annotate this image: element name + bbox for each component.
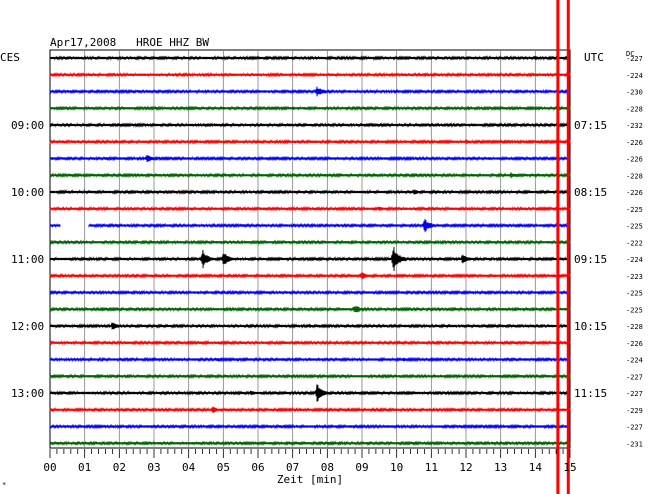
dc-value: -231: [626, 440, 643, 448]
x-tick-label: 04: [182, 461, 196, 474]
left-time-label: 11:00: [11, 253, 44, 266]
left-time-label: 10:00: [11, 186, 44, 199]
dc-value: -226: [626, 139, 643, 147]
right-timezone-label: UTC: [584, 51, 604, 64]
dc-value: -226: [626, 156, 643, 164]
x-tick-label: 06: [251, 461, 264, 474]
dc-value: -224: [626, 72, 643, 80]
seismic-trace: [49, 239, 571, 246]
dc-value: -222: [626, 239, 643, 247]
seismic-trace: [49, 138, 571, 145]
seismic-trace: [49, 172, 571, 179]
corner-mark: *: [2, 481, 6, 489]
time-labels: 09:00 10:00 11:00 12:00 13:00 07:15 08:15 09:15…: [11, 55, 643, 448]
dc-value: -232: [626, 122, 643, 130]
x-tick-label: 14: [529, 461, 543, 474]
x-tick-label: 12: [459, 461, 472, 474]
dc-value: -223: [626, 273, 643, 281]
seismic-trace: [49, 246, 571, 272]
x-tick-label: 08: [321, 461, 334, 474]
chart-title: Apr17,2008 HROE HHZ BW: [50, 36, 209, 49]
seismic-trace: [49, 86, 571, 97]
seismic-trace: [49, 122, 571, 128]
left-time-label: 09:00: [11, 119, 44, 132]
dc-value: -224: [626, 256, 643, 264]
left-timezone-label: CES: [0, 51, 20, 64]
seismic-trace: [49, 154, 571, 163]
dc-value: -227: [626, 55, 643, 63]
seismic-trace: [49, 423, 571, 430]
dc-value: -227: [626, 373, 643, 381]
right-time-label: 07:15: [574, 119, 607, 132]
dc-value: -225: [626, 290, 643, 298]
dc-value: -225: [626, 223, 643, 231]
x-tick-label: 10: [390, 461, 403, 474]
dc-value: -227: [626, 424, 643, 432]
dc-value: -226: [626, 189, 643, 197]
seismic-trace: [49, 105, 571, 112]
seismic-trace: [49, 384, 571, 402]
dc-value: -229: [626, 407, 643, 415]
seismic-trace: [49, 205, 571, 212]
right-time-label: 09:15: [574, 253, 607, 266]
dc-value: -225: [626, 306, 643, 314]
right-time-label: 10:15: [574, 320, 607, 333]
dc-value: -224: [626, 357, 643, 365]
x-axis: 00 01 02 03 04 05 06 07 08 09 10 11 12 13 14 15: [43, 449, 577, 474]
spike-group: [556, 0, 570, 494]
x-axis-label: Zeit [min]: [277, 473, 343, 486]
seismic-trace: [49, 189, 571, 195]
dc-label: DC: [626, 50, 634, 58]
seismic-trace: [49, 406, 571, 413]
x-tick-label: 03: [147, 461, 160, 474]
plot-frame: [49, 49, 571, 449]
seismic-trace: [49, 322, 571, 330]
x-tick-label: 00: [43, 461, 56, 474]
seismic-trace: [49, 271, 571, 280]
x-tick-label: 07: [286, 461, 299, 474]
left-time-label: 12:00: [11, 320, 44, 333]
right-time-label: 11:15: [574, 387, 607, 400]
seismic-trace: [49, 55, 571, 61]
dc-value: -225: [626, 206, 643, 214]
seismic-trace: [49, 306, 571, 313]
dc-value: -227: [626, 390, 643, 398]
x-tick-label: 09: [355, 461, 368, 474]
seismic-trace: [49, 373, 571, 380]
x-tick-label: 13: [494, 461, 507, 474]
seismic-trace: [49, 71, 571, 78]
right-time-label: 08:15: [574, 186, 607, 199]
trace-group: [49, 55, 571, 447]
x-tick-label: 15: [563, 461, 576, 474]
dc-value: -230: [626, 89, 643, 97]
x-tick-label: 11: [425, 461, 438, 474]
seismic-trace: [49, 356, 571, 363]
seismic-trace: [49, 440, 571, 447]
left-time-label: 13:00: [11, 387, 44, 400]
x-tick-label: 01: [78, 461, 91, 474]
x-tick-label: 05: [217, 461, 230, 474]
plot-grid: [49, 49, 571, 449]
dc-value: -226: [626, 340, 643, 348]
seismic-trace: [49, 339, 571, 346]
x-tick-label: 02: [113, 461, 126, 474]
dc-value: -228: [626, 323, 643, 331]
dc-value: -228: [626, 172, 643, 180]
seismic-trace: [49, 289, 571, 296]
seismic-trace: [49, 218, 571, 233]
dc-value: -228: [626, 105, 643, 113]
